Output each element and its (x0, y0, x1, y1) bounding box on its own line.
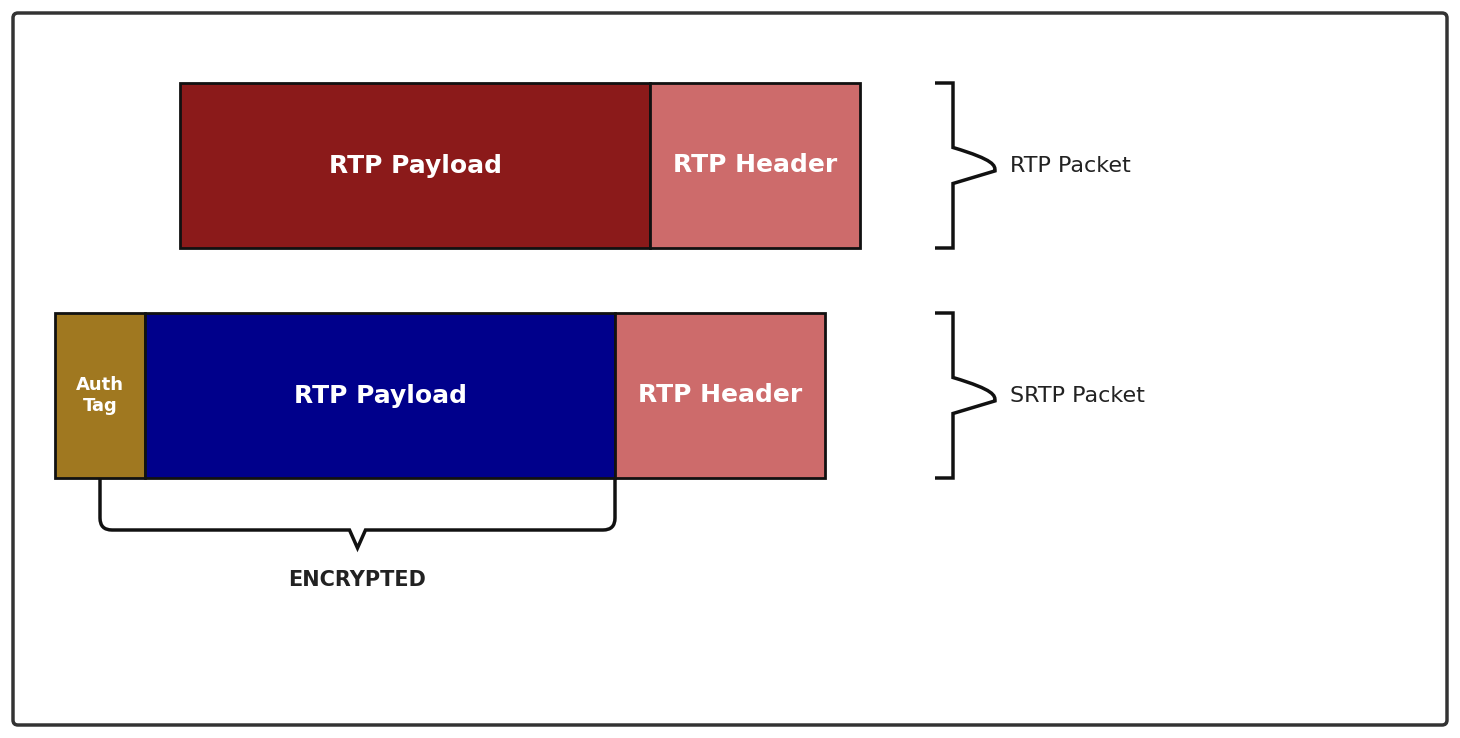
Bar (55, 313, 145, 478)
Text: RTP Packet: RTP Packet (1010, 156, 1130, 176)
Text: RTP Payload: RTP Payload (293, 384, 467, 407)
Text: RTP Header: RTP Header (673, 154, 837, 178)
Bar (180, 83, 650, 248)
Bar (615, 313, 825, 478)
FancyBboxPatch shape (13, 13, 1447, 725)
Bar (650, 83, 860, 248)
Text: RTP Payload: RTP Payload (328, 154, 501, 178)
Text: ENCRYPTED: ENCRYPTED (289, 570, 426, 590)
Text: Auth
Tag: Auth Tag (76, 376, 124, 415)
Text: RTP Header: RTP Header (638, 384, 802, 407)
Text: SRTP Packet: SRTP Packet (1010, 385, 1145, 405)
Bar (145, 313, 615, 478)
